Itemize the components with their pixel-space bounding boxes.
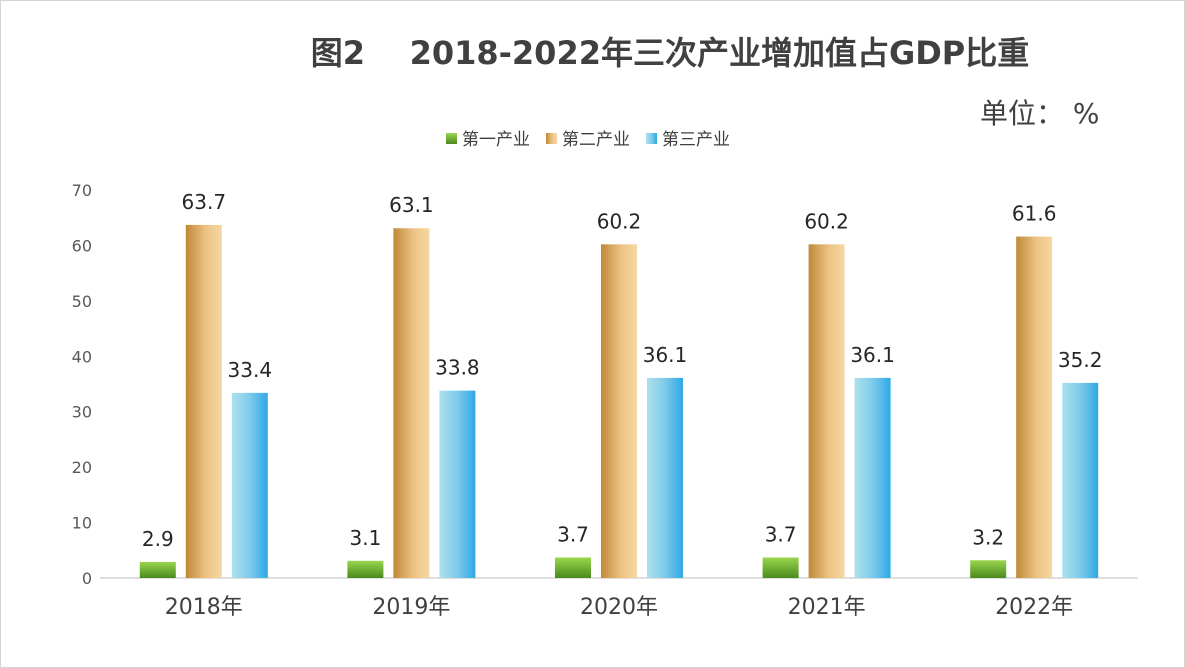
y-tick-label: 60: [72, 236, 92, 255]
bar: [555, 557, 591, 578]
bars: [139, 224, 1099, 579]
bar: [347, 560, 384, 578]
legend-swatch: [446, 133, 457, 144]
bar: [854, 377, 891, 578]
data-label: 63.7: [182, 190, 227, 214]
legend-label: 第三产业: [662, 130, 730, 150]
y-tick-label: 10: [72, 514, 92, 533]
data-labels: 2.9 63.7 33.4 3.1 63.1 33.8 3.7 60.2 36.1 3.7 60.2…: [142, 190, 1103, 551]
y-tick-label: 70: [72, 181, 92, 200]
data-label: 36.1: [643, 343, 688, 367]
data-label: 33.8: [435, 356, 480, 380]
data-label: 3.7: [765, 522, 797, 546]
legend-label: 第一产业: [462, 130, 530, 150]
bar: [647, 377, 683, 578]
y-tick-label: 50: [72, 292, 92, 311]
bar: [762, 557, 799, 578]
chart-title: 图2 2018-2022年三次产业增加值占GDP比重: [310, 34, 1030, 72]
bar: [1062, 382, 1099, 578]
data-label: 61.6: [1012, 202, 1057, 226]
x-tick-label: 2020年: [580, 595, 658, 620]
x-tick-label: 2021年: [788, 595, 866, 620]
x-tick-label: 2018年: [165, 595, 243, 620]
bar: [231, 392, 268, 578]
y-tick-label: 0: [82, 569, 92, 588]
unit-label: 单位： %: [980, 97, 1100, 130]
bar: [970, 560, 1007, 578]
data-label: 35.2: [1058, 348, 1103, 372]
bar: [393, 228, 430, 578]
data-label: 33.4: [228, 358, 273, 382]
x-axis: 2018年 2019年 2020年 2021年 2022年: [165, 595, 1073, 620]
y-tick-label: 40: [72, 347, 92, 366]
legend: 第一产业 第二产业 第三产业: [446, 130, 730, 150]
data-label: 3.7: [557, 522, 589, 546]
legend-label: 第二产业: [562, 130, 630, 150]
x-tick-label: 2022年: [995, 595, 1073, 620]
y-tick-label: 30: [72, 403, 92, 422]
bar: [1016, 236, 1053, 578]
data-label: 63.1: [389, 193, 434, 217]
data-label: 3.1: [349, 526, 381, 550]
y-tick-label: 20: [72, 458, 92, 477]
bar: [439, 390, 476, 578]
bar: [808, 244, 845, 578]
y-axis: 0 10 20 30 40 50 60 70: [72, 181, 92, 588]
data-label: 60.2: [804, 209, 849, 233]
data-label: 36.1: [850, 343, 895, 367]
bar: [185, 224, 222, 579]
x-tick-label: 2019年: [372, 595, 450, 620]
legend-swatch: [546, 133, 557, 144]
legend-swatch: [646, 133, 657, 144]
data-label: 3.2: [972, 525, 1004, 549]
bar: [601, 244, 637, 578]
data-label: 60.2: [597, 209, 642, 233]
data-label: 2.9: [142, 527, 174, 551]
bar: [139, 561, 176, 578]
